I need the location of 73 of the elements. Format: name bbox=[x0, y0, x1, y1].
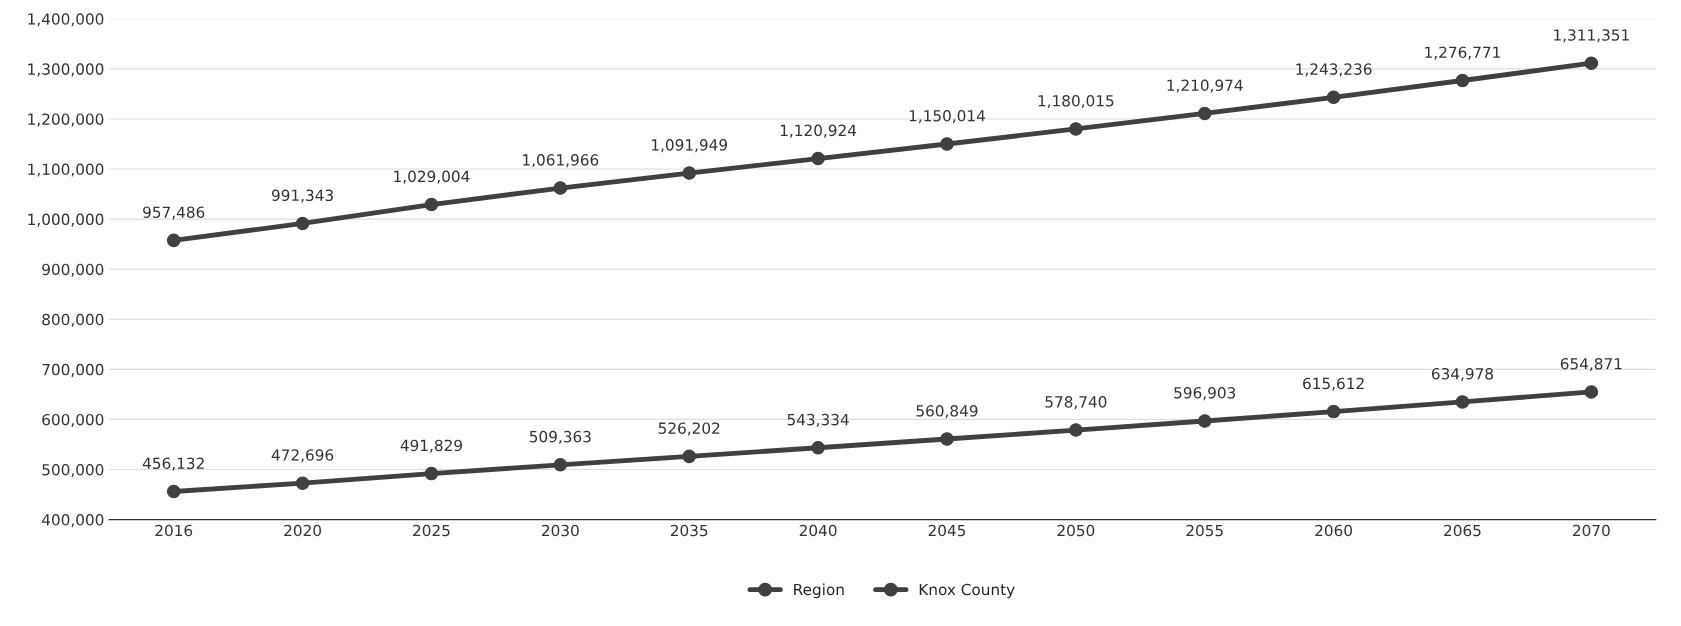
y-tick-label: 900,000 bbox=[42, 263, 104, 277]
y-tick-label: 1,300,000 bbox=[28, 63, 104, 77]
x-tick-label: 2045 bbox=[928, 524, 966, 537]
data-label: 634,978 bbox=[1431, 367, 1494, 382]
point bbox=[424, 197, 439, 212]
data-label: 1,180,015 bbox=[1038, 94, 1114, 109]
point bbox=[166, 484, 181, 499]
point bbox=[295, 476, 310, 490]
point bbox=[682, 449, 696, 464]
point bbox=[1069, 423, 1083, 437]
data-label: 654,871 bbox=[1560, 357, 1622, 372]
data-label: 596,903 bbox=[1174, 387, 1236, 401]
x-tick-label: 2035 bbox=[670, 524, 708, 537]
point bbox=[940, 432, 954, 446]
data-label: 472,696 bbox=[271, 449, 334, 463]
x-tick-label: 2040 bbox=[799, 524, 837, 537]
y-tick-label: 800,000 bbox=[42, 313, 104, 327]
y-tick-label: 500,000 bbox=[42, 463, 104, 478]
x-tick-label: 2065 bbox=[1444, 524, 1481, 537]
x-tick-label: 2020 bbox=[284, 524, 322, 537]
data-label: 543,334 bbox=[787, 413, 849, 427]
data-label: 456,132 bbox=[142, 457, 204, 471]
point bbox=[1455, 73, 1470, 88]
y-tick-label: 600,000 bbox=[42, 413, 104, 427]
point bbox=[1197, 414, 1212, 428]
data-label: 578,740 bbox=[1045, 396, 1107, 410]
data-label: 615,612 bbox=[1303, 377, 1364, 391]
y-tick-label: 700,000 bbox=[42, 363, 104, 377]
point bbox=[811, 441, 825, 455]
data-label: 509,363 bbox=[529, 430, 591, 444]
point bbox=[940, 137, 954, 151]
data-label: 1,120,924 bbox=[780, 124, 857, 138]
x-tick-label: 2016 bbox=[155, 524, 193, 537]
point bbox=[553, 181, 568, 195]
point bbox=[1584, 385, 1599, 399]
data-label: 1,276,771 bbox=[1425, 46, 1500, 60]
point bbox=[1326, 90, 1341, 105]
y-tick-label: 1,000,000 bbox=[28, 213, 104, 227]
y-tick-label: 1,100,000 bbox=[28, 163, 104, 177]
point bbox=[682, 166, 696, 180]
x-tick-label: 2030 bbox=[542, 524, 579, 537]
x-tick-label: 2060 bbox=[1315, 524, 1353, 537]
data-label: 1,150,014 bbox=[909, 110, 985, 124]
data-label: 1,061,966 bbox=[523, 154, 599, 168]
data-label: 1,210,974 bbox=[1167, 79, 1243, 93]
data-label: 1,029,004 bbox=[394, 170, 470, 184]
point bbox=[1197, 106, 1212, 121]
point bbox=[1326, 404, 1341, 419]
data-label: 1,243,236 bbox=[1296, 63, 1372, 77]
data-label: 957,486 bbox=[143, 206, 205, 220]
data-label: 491,829 bbox=[400, 439, 462, 453]
data-label: 991,343 bbox=[271, 189, 333, 203]
point bbox=[1455, 395, 1470, 409]
point bbox=[295, 216, 310, 231]
x-tick-label: 2055 bbox=[1186, 524, 1223, 537]
y-tick-label: 1,400,000 bbox=[28, 13, 104, 27]
x-tick-label: 2050 bbox=[1057, 524, 1095, 537]
data-label: 526,202 bbox=[658, 422, 720, 436]
y-tick-label: 1,200,000 bbox=[28, 113, 104, 127]
point bbox=[1069, 122, 1083, 136]
x-tick-label: 2070 bbox=[1573, 524, 1610, 537]
x-tick-label: 2025 bbox=[413, 524, 450, 537]
data-label: 1,311,351 bbox=[1554, 29, 1629, 43]
data-label: 560,849 bbox=[916, 405, 978, 419]
point bbox=[553, 458, 568, 472]
y-tick-label: 400,000 bbox=[41, 514, 104, 528]
point bbox=[424, 466, 439, 481]
legend-label: Knox County bbox=[919, 583, 1015, 599]
point bbox=[811, 151, 825, 166]
point bbox=[1584, 56, 1599, 70]
data-label: 1,091,949 bbox=[652, 139, 728, 153]
legend-label: Region bbox=[794, 583, 844, 599]
point bbox=[166, 233, 181, 248]
